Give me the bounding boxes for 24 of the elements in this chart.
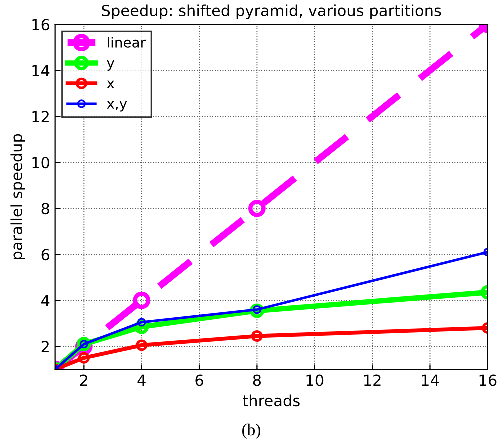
x-tick-label: 14 — [422, 374, 440, 386]
y-tick-label: 4 — [41, 295, 50, 306]
text: (b) — [242, 424, 260, 440]
y-tick-label: 10 — [32, 157, 50, 169]
x-tick-label: 2 — [80, 374, 88, 386]
legend-label: linear — [108, 37, 146, 48]
x-tick-label: 4 — [138, 374, 146, 386]
y-axis-title: parallel speedup — [10, 134, 26, 260]
x-tick-label: 6 — [196, 374, 204, 386]
y-tick-label: 12 — [32, 111, 49, 122]
x-tick-label: 10 — [306, 374, 324, 386]
x-tick-label: 16 — [480, 374, 497, 386]
y-tick-label: 16 — [32, 19, 50, 31]
legend-label: x,y — [107, 101, 128, 112]
legend-label: x — [107, 80, 114, 88]
y-tick-label: 14 — [32, 65, 50, 76]
chart-title: Speedup: shifted pyramid, various partitions — [102, 4, 442, 20]
x-tick-label: 8 — [253, 374, 262, 386]
legend-label: y — [107, 60, 115, 71]
y-tick-label: 6 — [42, 249, 50, 261]
x-axis-title: threads — [243, 394, 300, 407]
x-tick-label: 12 — [364, 374, 381, 386]
y-tick-label: 8 — [42, 203, 50, 215]
y-tick-label: 2 — [42, 341, 49, 352]
